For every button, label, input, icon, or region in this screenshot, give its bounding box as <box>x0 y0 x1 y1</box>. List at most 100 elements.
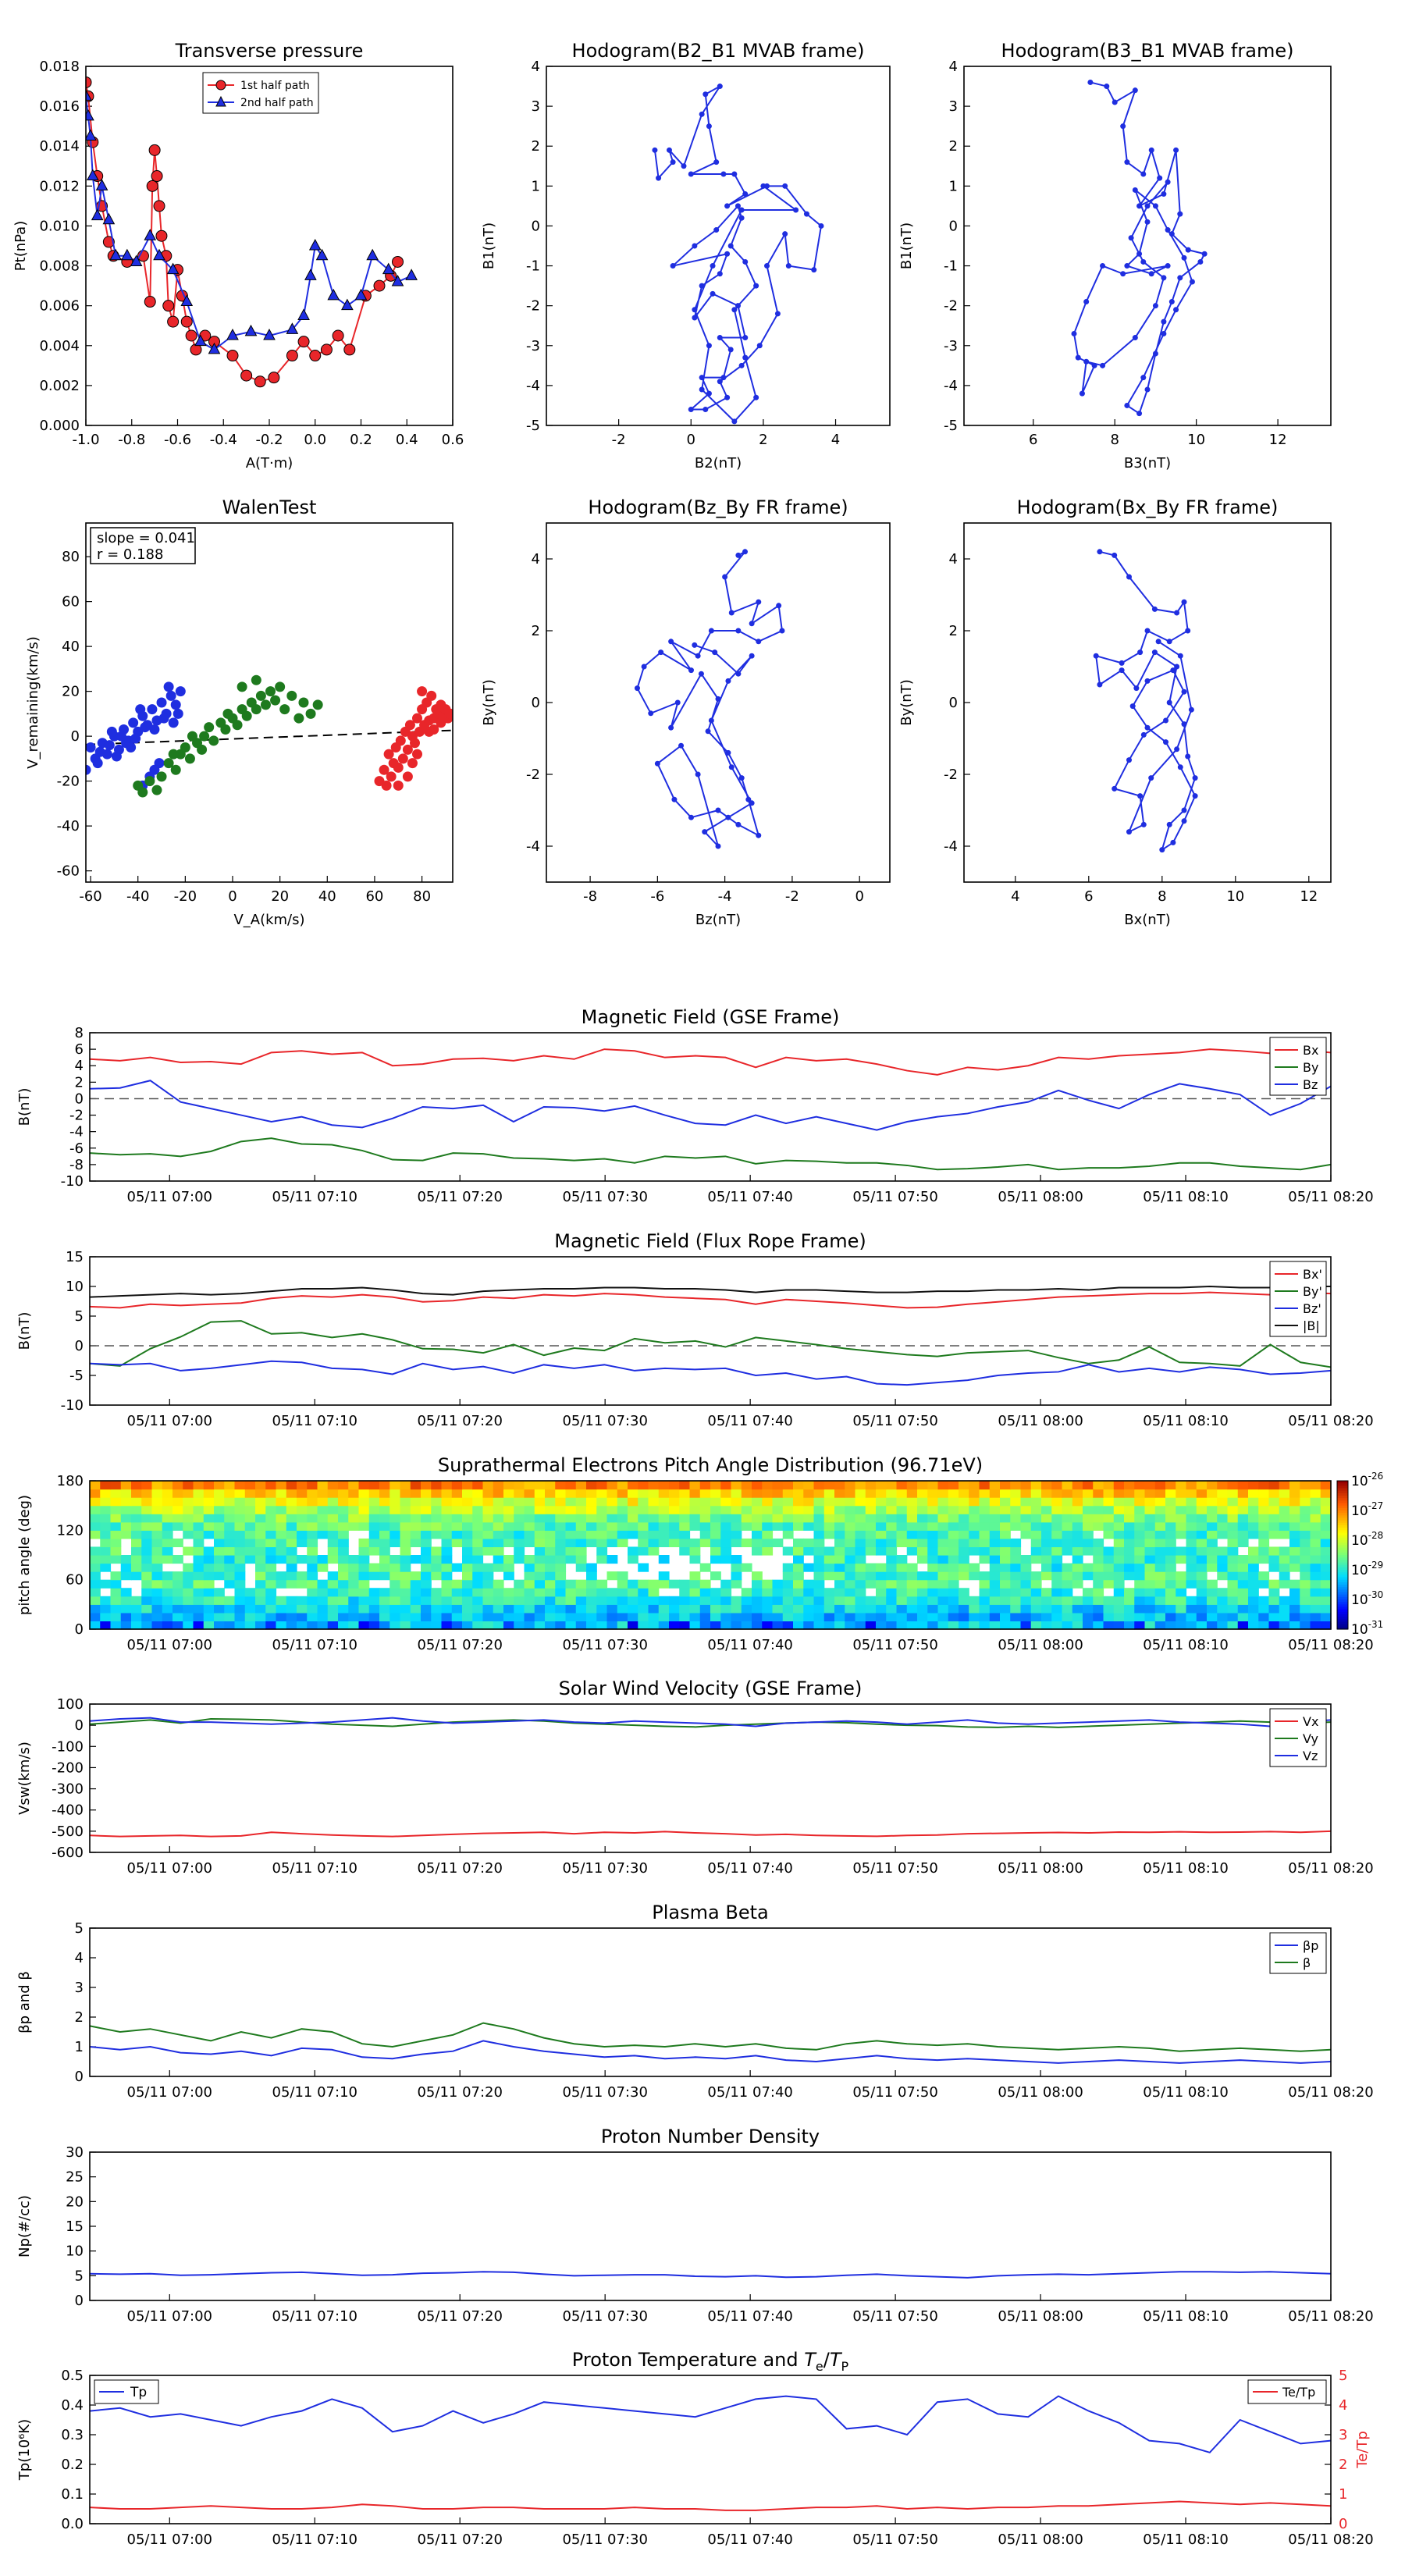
y-axis-label: V_remaining(km/s) <box>25 636 41 769</box>
data-point <box>1144 678 1151 684</box>
heatmap-cell <box>379 1612 390 1622</box>
heatmap-cell <box>699 1481 711 1490</box>
data-point <box>715 696 721 702</box>
heatmap-cell <box>720 1612 732 1622</box>
heatmap-cell <box>431 1514 443 1523</box>
data-point <box>688 407 694 413</box>
heatmap-cell <box>1144 1621 1156 1630</box>
heatmap-cell <box>1134 1621 1146 1630</box>
heatmap-cell <box>1020 1505 1032 1514</box>
data-point <box>735 671 742 677</box>
heatmap-cell <box>1186 1521 1197 1531</box>
data-point <box>373 279 386 292</box>
data-point <box>95 179 108 190</box>
heatmap-cell <box>338 1546 349 1556</box>
heatmap-cell <box>183 1596 194 1605</box>
data-point <box>293 713 304 724</box>
data-point <box>404 720 415 731</box>
data-point <box>1181 599 1187 605</box>
heatmap-cell <box>1113 1497 1125 1507</box>
heatmap-cell <box>720 1538 732 1548</box>
y2-axis-label: Te/Tp <box>1354 2431 1371 2469</box>
x-tick-label: 0 <box>687 432 695 448</box>
heatmap-cell <box>307 1563 318 1572</box>
plot-area <box>86 76 418 388</box>
heatmap-cell <box>823 1505 835 1514</box>
heatmap-cell <box>969 1563 980 1572</box>
colorbar-exponent: -27 <box>1368 1500 1384 1511</box>
data-point <box>255 690 266 701</box>
colorbar-segment <box>1337 1522 1348 1526</box>
heatmap-cell <box>400 1571 411 1581</box>
heatmap-cell <box>596 1505 608 1514</box>
heatmap-cell <box>896 1621 908 1630</box>
heatmap-cell <box>782 1497 794 1507</box>
heatmap-cell <box>1083 1604 1094 1614</box>
x-tick-label: 05/11 08:00 <box>998 1637 1083 1653</box>
heatmap-cell <box>203 1555 215 1564</box>
heatmap-cell <box>937 1546 949 1556</box>
heatmap-cell <box>131 1505 142 1514</box>
heatmap-cell <box>1113 1604 1125 1614</box>
heatmap-cell <box>813 1604 825 1614</box>
data-point <box>116 731 126 742</box>
heatmap-cell <box>514 1612 525 1622</box>
heatmap-cell <box>1289 1505 1300 1514</box>
heatmap-cell <box>679 1604 691 1614</box>
y-tick-label: 60 <box>66 1572 84 1589</box>
heatmap-cell <box>565 1596 577 1605</box>
heatmap-cell <box>689 1546 701 1556</box>
x-tick-label: 05/11 07:50 <box>852 2084 937 2101</box>
heatmap-cell <box>421 1546 432 1556</box>
heatmap-cell <box>658 1481 670 1490</box>
heatmap-cell <box>565 1588 577 1597</box>
colorbar-segment <box>1337 1582 1348 1585</box>
heatmap-cell <box>803 1489 815 1498</box>
chart-title: Proton Temperature and Te/TP <box>572 2349 849 2374</box>
heatmap-cell <box>534 1612 546 1622</box>
heatmap-cell <box>865 1579 877 1589</box>
heatmap-cell <box>669 1489 680 1498</box>
heatmap-cell <box>90 1546 101 1556</box>
heatmap-cell <box>1030 1604 1042 1614</box>
heatmap-cell <box>813 1579 825 1589</box>
heatmap-cell <box>183 1530 194 1539</box>
heatmap-cell <box>151 1514 163 1523</box>
heatmap-cell <box>1093 1505 1104 1514</box>
heatmap-cell <box>1051 1579 1063 1589</box>
heatmap-cell <box>720 1588 732 1597</box>
data-point <box>785 263 791 269</box>
heatmap-cell <box>1113 1546 1125 1556</box>
heatmap-cell <box>1300 1514 1311 1523</box>
heatmap-cell <box>514 1514 525 1523</box>
data-point <box>1161 330 1167 336</box>
data-point <box>1079 390 1085 397</box>
heatmap-cell <box>606 1481 618 1490</box>
heatmap-cell <box>1196 1505 1208 1514</box>
heatmap-cell <box>752 1514 763 1523</box>
chart-title: Hodogram(B2_B1 MVAB frame) <box>572 40 865 62</box>
data-point <box>426 690 437 701</box>
heatmap-cell <box>173 1571 183 1581</box>
heatmap-cell <box>813 1530 825 1539</box>
heatmap-cell <box>596 1481 608 1490</box>
chart-title: Magnetic Field (Flux Rope Frame) <box>554 1230 866 1252</box>
heatmap-cell <box>979 1612 991 1622</box>
heatmap-cell <box>1196 1489 1208 1498</box>
heatmap-cell <box>1030 1530 1042 1539</box>
heatmap-cell <box>203 1571 215 1581</box>
heatmap-cell <box>927 1563 939 1572</box>
heatmap-cell <box>906 1481 918 1490</box>
legend-label: β <box>1303 1955 1311 1970</box>
heatmap-cell <box>151 1563 163 1572</box>
data-point <box>1170 667 1176 674</box>
y-tick-label: 0 <box>75 2293 84 2309</box>
heatmap-cell <box>1134 1596 1146 1605</box>
heatmap-cell <box>410 1596 422 1605</box>
magnetic-field-gse-chart: Magnetic Field (GSE Frame)-10-8-6-4-2024… <box>16 1006 1374 1205</box>
heatmap-cell <box>813 1489 825 1498</box>
data-point <box>658 649 664 656</box>
heatmap-cell <box>803 1588 815 1597</box>
